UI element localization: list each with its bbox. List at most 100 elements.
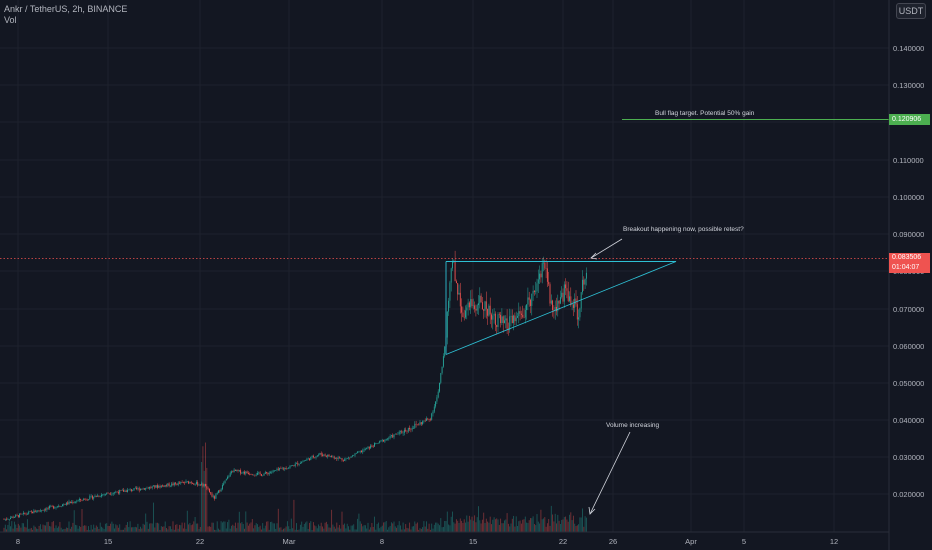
volume-bar	[401, 529, 403, 532]
candle-body	[141, 488, 143, 490]
volume-bar	[559, 523, 561, 532]
candle-body	[82, 498, 84, 501]
volume-bar	[509, 526, 511, 532]
candle-body	[101, 494, 102, 497]
volume-bar	[344, 523, 346, 532]
volume-bar	[112, 523, 114, 532]
candle-body	[358, 451, 360, 453]
volume-bar	[17, 523, 19, 532]
candle-body	[238, 470, 240, 471]
candle-body	[164, 485, 166, 487]
volume-bar	[545, 526, 547, 532]
volume-bar	[362, 526, 364, 532]
candle-body	[424, 420, 426, 422]
volume-bar	[34, 526, 36, 532]
candle-body	[355, 453, 357, 454]
candle-body	[62, 504, 63, 507]
candle-body	[546, 268, 548, 282]
candle-body	[379, 440, 381, 443]
candle-body	[89, 496, 91, 500]
volume-bar	[474, 515, 476, 532]
x-tick-label: 26	[609, 537, 617, 546]
volume-bar	[513, 515, 515, 532]
volume-bar	[75, 524, 76, 532]
candle-body	[150, 486, 152, 488]
candle-body	[579, 308, 581, 318]
candle-body	[553, 309, 555, 311]
candle-body	[437, 391, 439, 398]
volume-bar	[54, 528, 56, 532]
candle-body	[137, 488, 139, 490]
volume-bar	[427, 528, 429, 532]
candle-body	[574, 298, 576, 308]
volume-bar	[69, 528, 71, 532]
volume-bar	[475, 522, 477, 532]
volume-bar	[582, 508, 583, 532]
volume-bar	[366, 528, 368, 532]
volume-bar	[501, 523, 503, 532]
x-tick-label: Mar	[283, 537, 296, 546]
volume-bar	[323, 528, 325, 532]
currency-button[interactable]: USDT	[896, 3, 926, 19]
candle-body	[476, 305, 478, 311]
candle-body	[530, 299, 531, 306]
volume-bar	[524, 516, 526, 532]
volume-bar	[143, 524, 145, 532]
candle-body	[267, 472, 269, 475]
volume-bar	[228, 519, 230, 532]
candle-body	[376, 443, 378, 444]
volume-bar	[127, 522, 128, 532]
x-tick-label: 22	[559, 537, 567, 546]
candle-body	[439, 382, 440, 392]
candle-body	[240, 470, 242, 474]
volume-bar	[38, 525, 40, 532]
candle-body	[436, 397, 438, 402]
candle-body	[524, 310, 526, 318]
candle-body	[526, 304, 528, 311]
volume-bar	[550, 505, 552, 532]
candle-body	[536, 283, 538, 292]
candle-body	[6, 518, 8, 520]
candle-body	[169, 485, 171, 487]
candle-body	[361, 450, 362, 453]
candle-body	[342, 459, 344, 461]
volume-bar	[258, 527, 260, 532]
candle-body	[197, 481, 199, 486]
candle-body	[37, 510, 39, 512]
candle-body	[289, 466, 291, 468]
candle-body	[545, 268, 547, 269]
volume-bar	[403, 529, 405, 532]
volume-bar	[76, 525, 78, 532]
volume-bar	[210, 526, 212, 532]
candle-body	[554, 306, 556, 311]
volume-bar	[552, 514, 554, 532]
volume-bar	[302, 526, 304, 532]
volume-bar	[224, 521, 226, 532]
volume-bar	[432, 528, 434, 532]
volume-arrow-head	[588, 506, 596, 515]
candle-body	[318, 454, 320, 456]
volume-bar	[246, 522, 248, 532]
volume-bar	[351, 525, 353, 532]
candle-body	[123, 489, 125, 492]
candle-body	[563, 284, 565, 302]
volume-bar	[506, 513, 508, 532]
volume-bar	[123, 529, 125, 532]
candle-body	[125, 490, 127, 493]
volume-bar	[26, 519, 28, 532]
volume-bar	[86, 529, 88, 532]
candle-body	[277, 468, 279, 470]
volume-indicator-label[interactable]: Vol	[4, 15, 17, 25]
candle-body	[336, 458, 338, 460]
y-tick-label: 0.130000	[893, 81, 924, 90]
candle-body	[19, 513, 21, 518]
volume-bar	[50, 526, 52, 532]
candle-body	[97, 495, 99, 497]
candle-body	[539, 273, 541, 280]
y-tick-label: 0.020000	[893, 490, 924, 499]
candle-body	[212, 496, 214, 497]
candle-body	[344, 459, 346, 461]
y-tick-label: 0.140000	[893, 44, 924, 53]
y-tick-label: 0.040000	[893, 416, 924, 425]
